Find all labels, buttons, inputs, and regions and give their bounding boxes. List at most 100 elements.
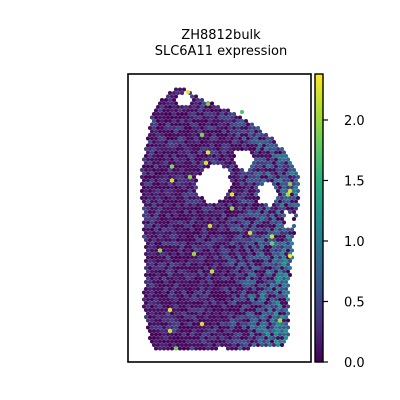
- spot: [233, 311, 239, 316]
- spot: [253, 213, 259, 218]
- spot: [191, 118, 197, 124]
- spot: [209, 115, 215, 120]
- spot: [205, 122, 211, 127]
- spot: [275, 216, 281, 222]
- spot: [183, 328, 189, 334]
- spot: [275, 181, 281, 187]
- spot: [191, 244, 197, 250]
- spot: [243, 118, 249, 124]
- spot: [279, 258, 285, 264]
- spot: [267, 174, 273, 180]
- spot: [181, 206, 187, 211]
- spot: [231, 307, 237, 313]
- spot: [213, 108, 219, 113]
- spot: [243, 202, 249, 208]
- spot: [195, 328, 201, 334]
- spot: [237, 290, 243, 295]
- spot: [239, 146, 245, 152]
- spot: [189, 241, 195, 246]
- spot: [199, 265, 205, 271]
- spot: [253, 164, 259, 169]
- spot: [259, 307, 265, 313]
- spot: [155, 174, 161, 180]
- spot: [171, 111, 177, 117]
- spot: [225, 276, 231, 281]
- spot: [261, 171, 267, 176]
- spot: [205, 346, 211, 351]
- spot: [255, 272, 261, 278]
- spot: [235, 202, 241, 208]
- spot: [249, 227, 255, 232]
- spot: [283, 258, 289, 264]
- spot: [145, 213, 151, 218]
- spot: [225, 269, 231, 274]
- spot: [277, 269, 283, 274]
- spot: [167, 321, 173, 327]
- spot: [171, 279, 177, 285]
- spot: [199, 160, 205, 166]
- spot: [157, 234, 163, 239]
- spot: [267, 167, 273, 173]
- spot: [227, 195, 233, 201]
- spot: [203, 307, 209, 313]
- spot: [231, 209, 237, 215]
- spot: [207, 258, 213, 264]
- spot: [263, 342, 269, 348]
- spot: [281, 297, 287, 302]
- spot: [161, 171, 167, 176]
- spot: [189, 262, 195, 267]
- spot: [171, 153, 177, 159]
- spot: [259, 244, 265, 250]
- spot: [175, 216, 181, 222]
- spot: [255, 153, 261, 159]
- spot: [271, 300, 277, 306]
- spot: [251, 181, 257, 187]
- spot: [157, 311, 163, 316]
- spot: [205, 332, 211, 337]
- spot: [213, 255, 219, 260]
- spot: [215, 146, 221, 152]
- spot: [213, 227, 219, 232]
- spot: [211, 293, 217, 299]
- spot: [181, 164, 187, 169]
- spot: [193, 283, 199, 288]
- spot: [171, 202, 177, 208]
- spot: [255, 202, 261, 208]
- spot: [187, 300, 193, 306]
- spot: [257, 283, 263, 288]
- spot: [183, 167, 189, 173]
- spot: [153, 199, 159, 204]
- spot: [155, 181, 161, 187]
- spot: [241, 234, 247, 239]
- spot: [177, 297, 183, 302]
- spot: [171, 188, 177, 194]
- spot: [173, 304, 179, 309]
- spot: [263, 307, 269, 313]
- spot: [173, 178, 179, 183]
- spot: [223, 328, 229, 334]
- spot: [199, 125, 205, 131]
- spot: [289, 185, 295, 190]
- spot: [207, 160, 213, 166]
- spot: [201, 248, 207, 253]
- spot: [243, 258, 249, 264]
- spot: [221, 129, 227, 134]
- spot: [285, 290, 291, 295]
- spot: [287, 188, 293, 194]
- spot: [153, 206, 159, 211]
- spot: [237, 171, 243, 176]
- spot: [277, 318, 283, 323]
- spot: [195, 160, 201, 166]
- spot: [195, 286, 201, 292]
- spot: [253, 290, 259, 295]
- spot: [165, 206, 171, 211]
- spot: [167, 265, 173, 271]
- spot: [175, 286, 181, 292]
- spot: [157, 227, 163, 232]
- spot: [173, 108, 179, 113]
- spot: [259, 293, 265, 299]
- spot: [249, 262, 255, 267]
- spot: [209, 150, 215, 155]
- spot: [139, 181, 145, 187]
- spot: [279, 160, 285, 166]
